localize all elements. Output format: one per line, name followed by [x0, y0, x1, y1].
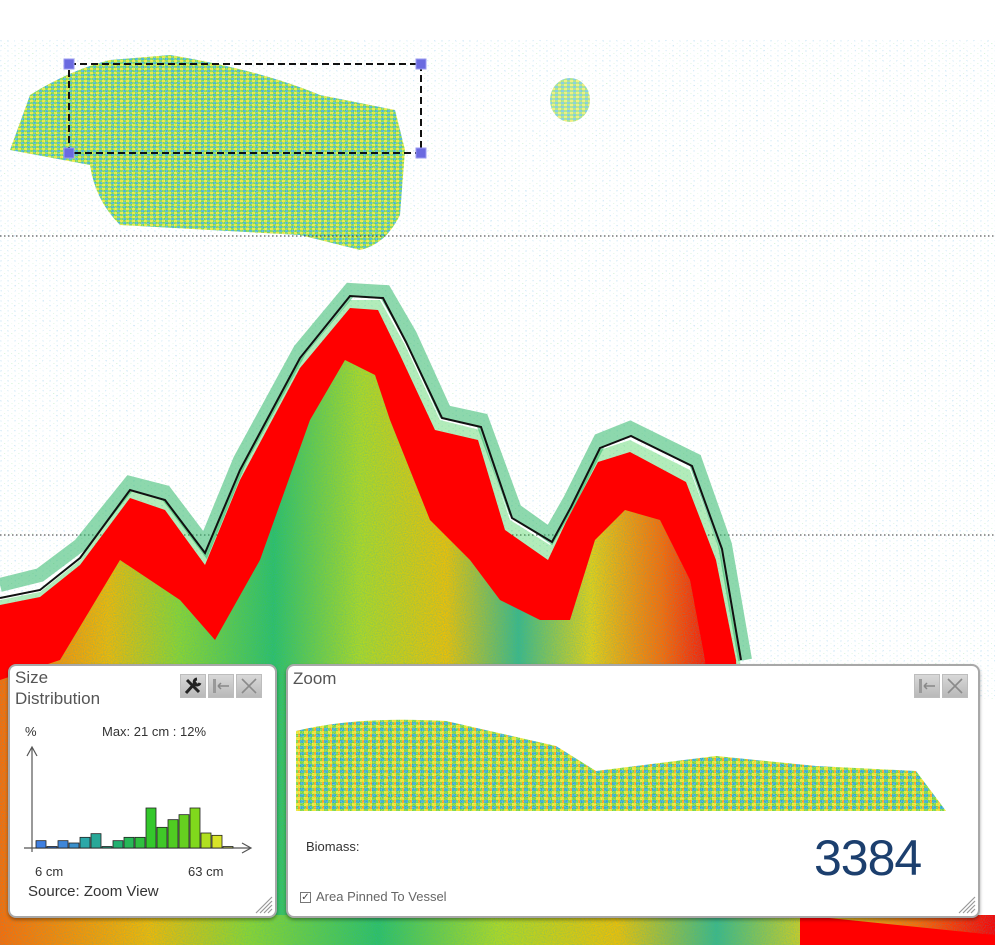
size-histogram: [24, 745, 253, 854]
zoom-echogram: [296, 719, 946, 811]
histogram-bar: [167, 819, 179, 849]
close-icon: [241, 678, 257, 694]
resize-grip[interactable]: [255, 896, 273, 914]
histogram-bar: [211, 834, 223, 849]
dock-button[interactable]: [208, 674, 234, 698]
histogram-bar: [112, 840, 124, 849]
histogram-bar: [79, 836, 91, 849]
close-button[interactable]: [942, 674, 968, 698]
dock-button[interactable]: [914, 674, 940, 698]
histogram-bar: [46, 846, 58, 849]
close-button[interactable]: [236, 674, 262, 698]
histogram-bar: [134, 836, 146, 849]
histogram-bar: [156, 826, 168, 849]
close-icon: [947, 678, 963, 694]
selection-handle[interactable]: [415, 58, 427, 70]
biomass-label: Biomass:: [306, 839, 360, 854]
histogram-bar: [222, 846, 234, 849]
area-pinned-checkbox[interactable]: ✓: [300, 892, 311, 903]
zoom-panel: Zoom Biomass: 3384 ✓ Area Pinned To Vess…: [286, 664, 980, 918]
histogram-bar: [68, 842, 80, 849]
x-min-label: 6 cm: [35, 864, 64, 879]
wrench-icon: [184, 677, 202, 695]
histogram-bar: [123, 836, 135, 849]
source-label: Source: Zoom View: [28, 883, 159, 900]
selection-handle[interactable]: [63, 147, 75, 159]
histogram-bar: [178, 814, 190, 849]
panel-title: Zoom: [293, 669, 337, 688]
selection-handle[interactable]: [63, 58, 75, 70]
dock-icon: [213, 679, 229, 693]
max-label: Max: 21 cm : 12%: [102, 724, 207, 739]
histogram-bar: [57, 840, 69, 849]
selection-handle[interactable]: [415, 147, 427, 159]
selection-box[interactable]: [63, 58, 427, 159]
histogram-bar: [200, 832, 212, 849]
histogram-bar: [145, 807, 157, 849]
resize-grip[interactable]: [958, 896, 976, 914]
size-distribution-panel: Size Distribution % Max: 21 cm : 12% 6 c…: [8, 664, 277, 918]
histogram-bar: [35, 840, 47, 849]
settings-button[interactable]: [180, 674, 206, 698]
biomass-value: 3384: [814, 830, 922, 886]
histogram-bar: [101, 846, 113, 849]
panel-title: Size Distribution: [15, 668, 101, 708]
area-pinned-label[interactable]: Area Pinned To Vessel: [316, 889, 447, 904]
x-max-label: 63 cm: [188, 864, 224, 879]
histogram-bars: [35, 807, 234, 849]
histogram-bar: [90, 833, 102, 849]
dock-icon: [919, 679, 935, 693]
histogram-bar: [189, 807, 201, 849]
y-axis-label: %: [25, 724, 37, 739]
